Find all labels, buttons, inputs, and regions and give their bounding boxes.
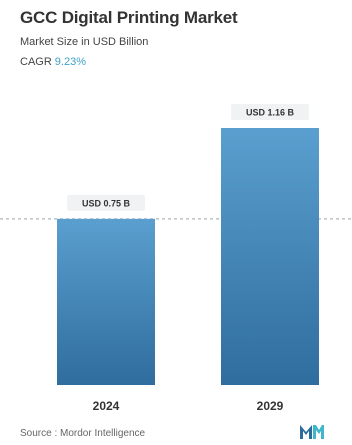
mordor-logo-icon <box>300 425 324 439</box>
x-tick-label-2029: 2029 <box>257 399 284 413</box>
chart-subtitle: Market Size in USD Billion <box>20 36 149 48</box>
data-label-2029: USD 1.16 B <box>246 108 295 118</box>
cagr-value: 9.23% <box>54 56 86 68</box>
source-note: Source : Mordor Intelligence <box>20 428 146 439</box>
data-label-box-2029 <box>231 104 309 120</box>
x-tick-label-2024: 2024 <box>93 399 120 413</box>
data-label-2024: USD 0.75 B <box>82 198 131 208</box>
chart-title: GCC Digital Printing Market <box>20 8 238 27</box>
bar-2024 <box>57 218 155 385</box>
data-label-box-2024 <box>67 194 145 211</box>
cagr-label: CAGR <box>20 56 52 68</box>
cagr-line: CAGR 9.23% <box>20 56 86 68</box>
bar-2029 <box>221 128 319 385</box>
